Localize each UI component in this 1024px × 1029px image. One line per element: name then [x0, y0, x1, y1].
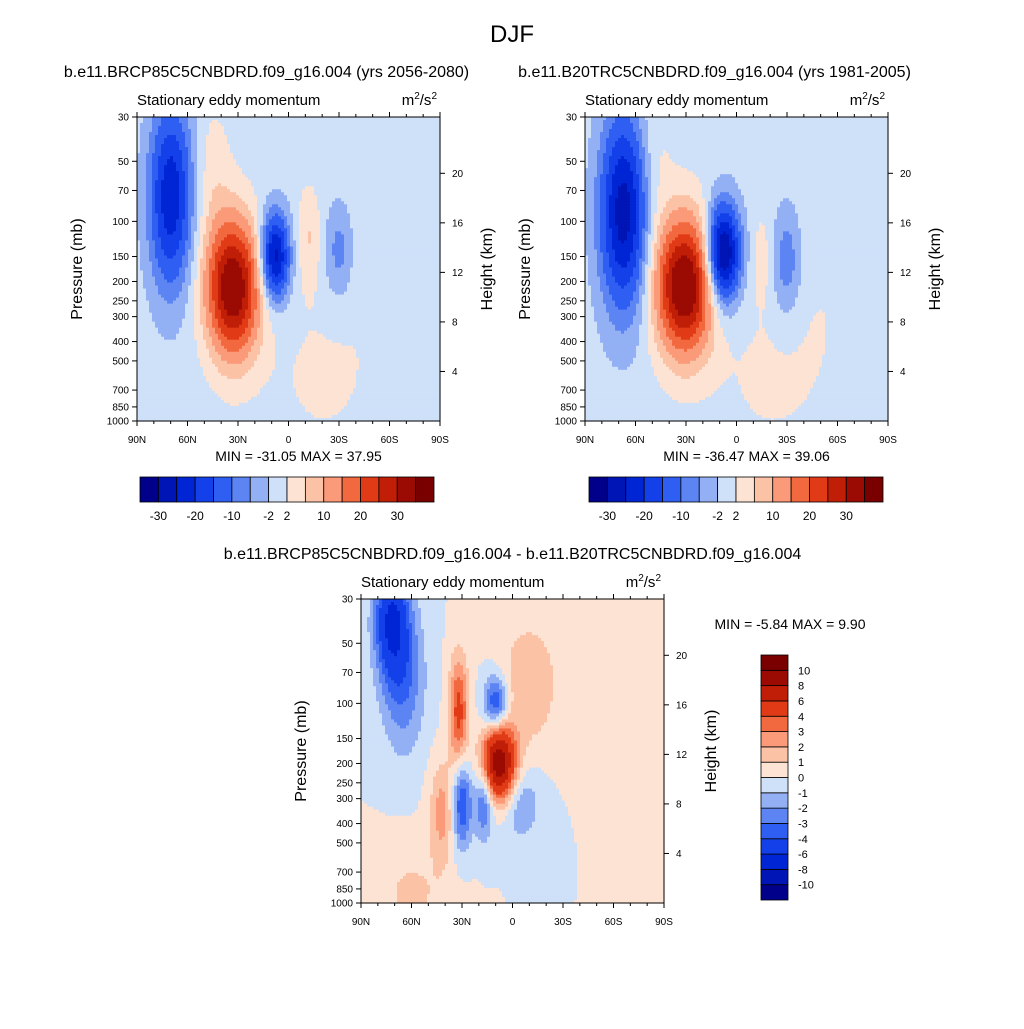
heatmap-field [137, 117, 441, 422]
season-title: DJF [490, 21, 534, 48]
panel-1: 3050701001502002503004005007008501000481… [64, 64, 496, 464]
